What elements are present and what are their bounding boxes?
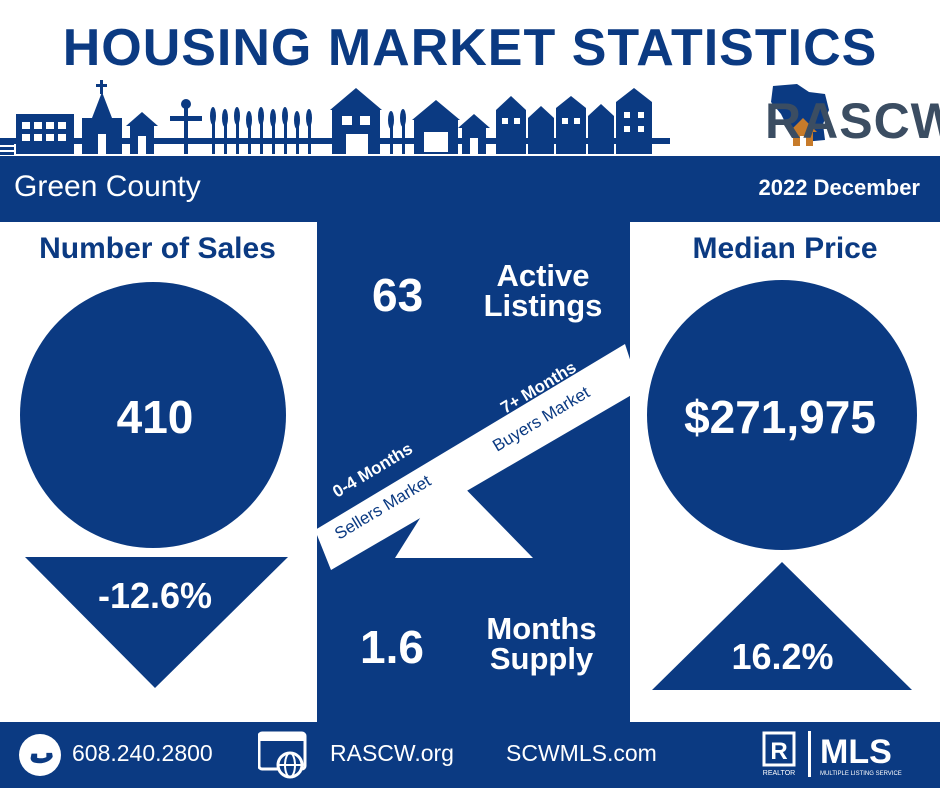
mls-caption: MULTIPLE LISTING SERVICE [820, 771, 902, 777]
report-period: 2022 December [758, 175, 920, 200]
sales-value: 410 [116, 391, 194, 443]
months-supply-value: 1.6 [360, 621, 424, 673]
realtor-mark: R [770, 738, 787, 765]
months-supply-label: Months Supply [464, 611, 619, 676]
mls-name: MLS [820, 733, 892, 771]
active-listings-value: 63 [372, 269, 424, 321]
sales-down-triangle [25, 557, 288, 688]
months-supply-label-line2: Supply [489, 641, 594, 676]
active-listings-label: Active Listings [468, 258, 618, 323]
seesaw-beam [315, 344, 640, 570]
price-change: 16.2% [731, 636, 834, 677]
price-value: $271,975 [684, 391, 876, 443]
county-name: Green County [14, 170, 201, 203]
wisconsin-house-logo [771, 84, 829, 146]
rascw-website-link[interactable]: RASCW.org [330, 740, 454, 766]
page-title: HOUSING MARKET STATISTICS [62, 19, 878, 77]
price-circle [647, 280, 917, 550]
realtor-caption: REALTOR [763, 770, 795, 777]
active-listings-label-line1: Active [496, 258, 590, 293]
web-icon [258, 731, 307, 779]
county-band [0, 156, 940, 222]
mls-logo: MLS MULTIPLE LISTING SERVICE [808, 731, 902, 777]
phone-number[interactable]: 608.240.2800 [72, 740, 213, 766]
market-seesaw: 0-4 Months Sellers Market 7+ Months Buye… [315, 344, 640, 570]
sales-circle [20, 282, 286, 548]
skyline-icon [0, 80, 670, 155]
seesaw-fulcrum [395, 472, 533, 558]
sales-change: -12.6% [97, 575, 213, 616]
scwmls-website-link[interactable]: SCWMLS.com [506, 740, 657, 766]
sales-heading: Number of Sales [39, 232, 276, 265]
price-heading: Median Price [692, 232, 878, 265]
brand-name: RASCW [765, 93, 940, 149]
active-listings-label-line2: Listings [483, 288, 603, 323]
realtor-logo: R REALTOR [762, 731, 796, 777]
phone-icon [19, 734, 61, 776]
price-up-triangle [652, 562, 912, 690]
months-supply-label-line1: Months [486, 611, 597, 646]
